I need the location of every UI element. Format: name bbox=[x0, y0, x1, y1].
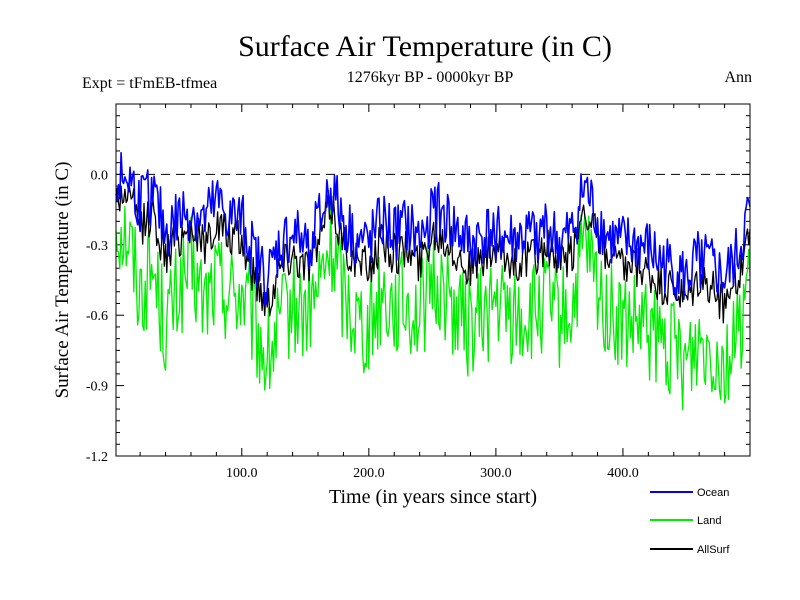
y-tick-labels: 0.0 -0.3 -0.6 -0.9 -1.2 bbox=[86, 168, 108, 465]
x-tick-label: 300.0 bbox=[480, 466, 512, 481]
y-tick-label: 0.0 bbox=[91, 168, 109, 183]
x-axis-label: Time (in years since start) bbox=[329, 486, 537, 508]
y-axis-label: Surface Air Temperature (in C) bbox=[52, 162, 73, 399]
plot-frame bbox=[115, 103, 751, 457]
x-tick-label: 400.0 bbox=[607, 466, 639, 481]
x-tick-label: 100.0 bbox=[226, 466, 258, 481]
legend-label-land: Land bbox=[697, 515, 721, 527]
x-tick-labels: 100.0 200.0 300.0 400.0 bbox=[226, 466, 639, 481]
y-tick-label: -0.6 bbox=[86, 309, 108, 324]
time-range-label: 1276kyr BP - 0000kyr BP bbox=[347, 69, 514, 86]
series-line-land bbox=[115, 198, 751, 411]
x-tick-label: 200.0 bbox=[353, 466, 385, 481]
legend-label-ocean: Ocean bbox=[697, 487, 729, 499]
legend: Ocean Land AllSurf bbox=[650, 487, 730, 556]
plot-series bbox=[115, 151, 751, 411]
y-tick-label: -1.2 bbox=[86, 450, 108, 465]
series-line-allsurf bbox=[115, 182, 751, 324]
y-tick-label: -0.9 bbox=[86, 380, 108, 395]
experiment-label: Expt = tFmEB-tfmea bbox=[82, 75, 217, 92]
y-tick-label: -0.3 bbox=[86, 239, 108, 254]
chart-title: Surface Air Temperature (in C) bbox=[238, 30, 612, 63]
season-label: Ann bbox=[724, 69, 752, 86]
legend-label-allsurf: AllSurf bbox=[697, 544, 730, 556]
series-line-ocean bbox=[115, 151, 751, 306]
